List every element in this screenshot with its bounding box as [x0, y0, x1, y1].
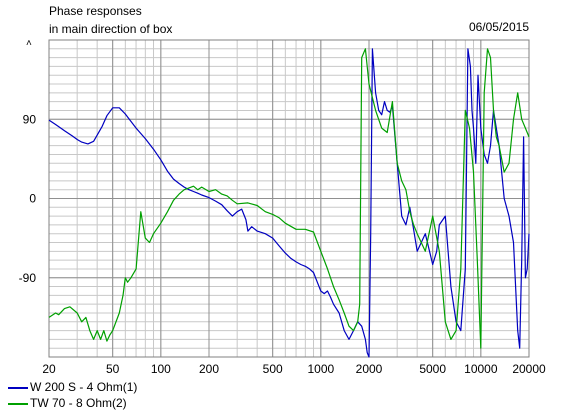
major-grid — [48, 40, 530, 357]
series-line-2 — [48, 48, 530, 349]
x-tick-label: 20 — [42, 362, 56, 376]
series-line-1 — [48, 48, 530, 358]
legend-label-series-1: W 200 S - 4 Ohm(1) — [30, 380, 138, 394]
plot-frame — [48, 39, 530, 358]
chart-title-line1: Phase responses — [49, 4, 142, 18]
x-tick-label: 500 — [263, 362, 283, 376]
legend-line-series-2 — [8, 402, 28, 405]
chart-title-line2: in main direction of box — [49, 22, 173, 36]
x-tick-label: 20000 — [512, 362, 546, 376]
legend-label-series-2: TW 70 - 8 Ohm(2) — [30, 396, 127, 410]
legend-line-series-1 — [8, 386, 28, 389]
series-layer — [48, 48, 530, 358]
x-tick-label: 100 — [151, 362, 171, 376]
x-tick-label: 10000 — [464, 362, 498, 376]
x-tick-label: 200 — [199, 362, 219, 376]
legend-item-series-1: W 200 S - 4 Ohm(1) — [8, 380, 137, 394]
y-tick-label: -90 — [19, 271, 37, 285]
chart-date: 06/05/2015 — [468, 20, 529, 34]
y-axis-top-marker: ˄ — [26, 38, 32, 49]
y-tick-label: 0 — [29, 192, 36, 206]
x-tick-label: 1000 — [307, 362, 334, 376]
x-tick-label: 5000 — [419, 362, 446, 376]
x-tick-label: 50 — [106, 362, 120, 376]
y-tick-label: 90 — [23, 112, 37, 126]
legend-item-series-2: TW 70 - 8 Ohm(2) — [8, 396, 127, 410]
tick-labels: 20 50 100 200 500 1000 2000 5000 10000 20000 90 0 -9… — [19, 112, 546, 376]
x-tick-label: 2000 — [356, 362, 383, 376]
